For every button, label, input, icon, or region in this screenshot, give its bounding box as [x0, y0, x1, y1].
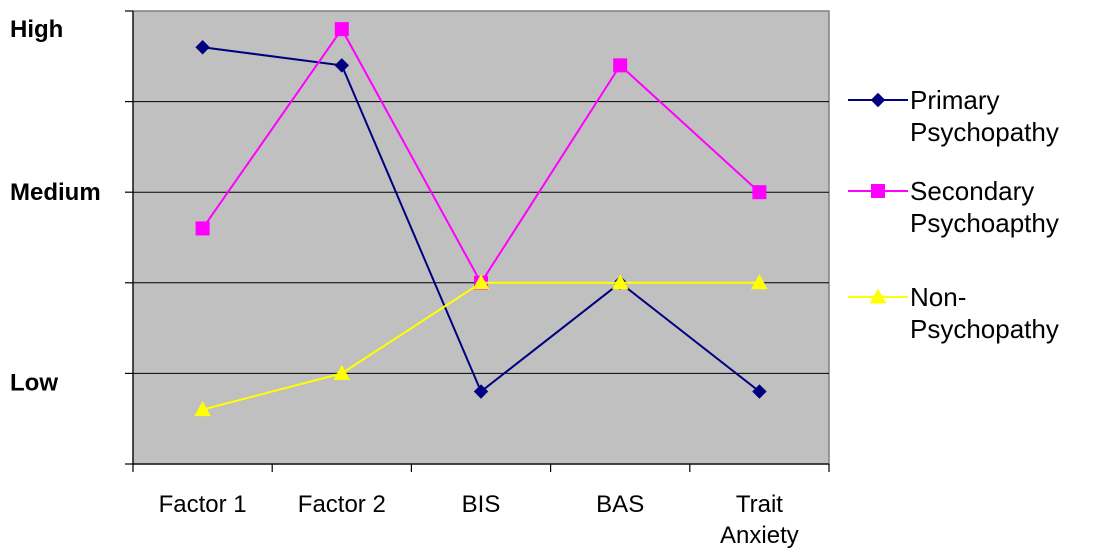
- legend-marker: [871, 184, 885, 198]
- y-level-label: Medium: [10, 179, 101, 206]
- data-point: [752, 384, 767, 399]
- legend-item: Secondary Psychoapthy: [848, 176, 1059, 238]
- legend-marker: [870, 92, 886, 108]
- x-tick-label: BIS: [462, 491, 501, 518]
- x-tick-label: BAS: [596, 491, 644, 518]
- data-point: [611, 274, 629, 290]
- x-tick-label: Factor 2: [298, 491, 386, 518]
- x-tick-label: Trait Anxiety: [720, 491, 799, 549]
- data-point: [751, 274, 768, 290]
- legend-marker: [869, 288, 887, 304]
- x-tick-label: Factor 1: [159, 491, 247, 518]
- series-1: [195, 40, 767, 399]
- y-level-label: Low: [10, 369, 58, 396]
- legend-item: Primary Psychopathy: [848, 85, 1059, 147]
- data-point: [195, 40, 210, 55]
- legend-label: Primary Psychopathy: [910, 85, 1059, 147]
- data-point: [195, 221, 210, 236]
- data-point: [334, 22, 349, 37]
- y-level-label: High: [10, 16, 63, 43]
- data-point: [752, 185, 767, 200]
- data-point: [472, 274, 490, 290]
- data-point: [194, 401, 211, 417]
- series-3: [194, 274, 768, 417]
- data-point: [333, 364, 351, 380]
- legend-item: Non-Psychopathy: [848, 282, 1059, 344]
- legend-label: Secondary Psychoapthy: [910, 176, 1059, 238]
- data-point: [473, 384, 489, 399]
- data-point: [334, 58, 350, 73]
- data-point: [613, 58, 628, 73]
- legend-label: Non-Psychopathy: [910, 282, 1059, 344]
